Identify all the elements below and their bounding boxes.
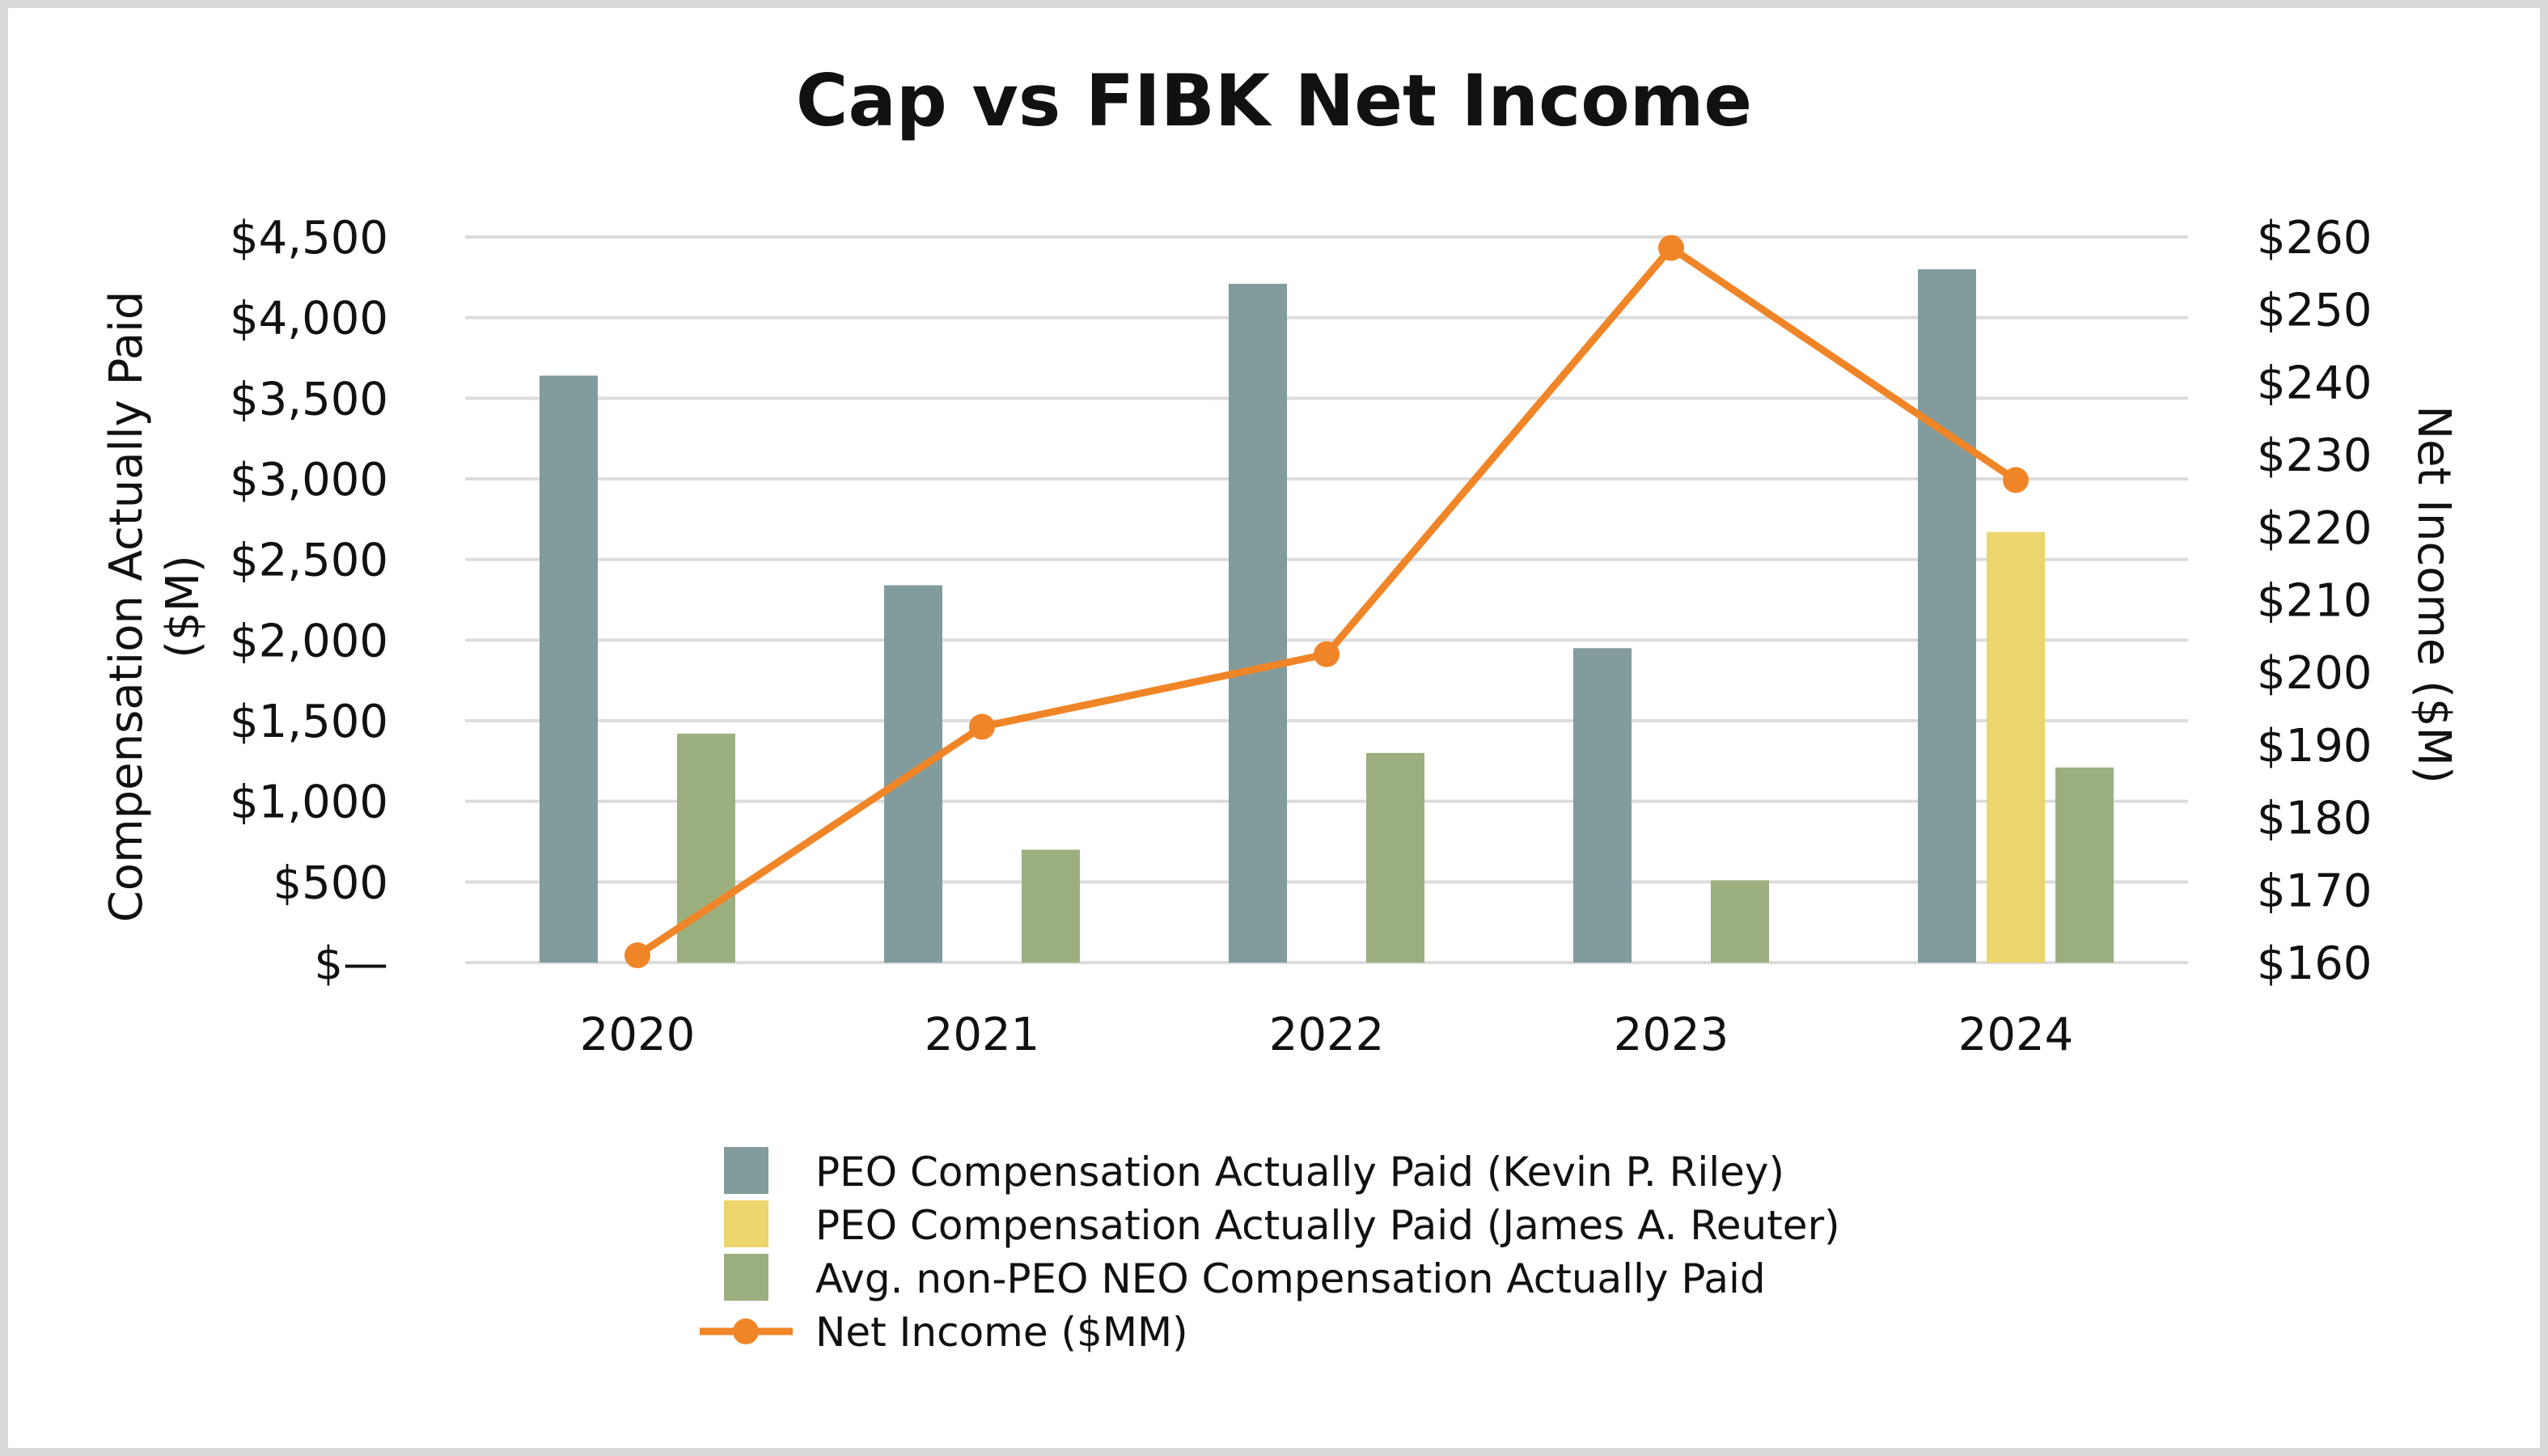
legend-label: Net Income ($MM) <box>815 1309 1188 1356</box>
x-tick-label: 2023 <box>1614 1009 1729 1061</box>
bar-peo-riley-2020 <box>540 375 598 963</box>
bar-non-peo-avg-2021 <box>1022 849 1080 963</box>
legend-label: PEO Compensation Actually Paid (James A.… <box>815 1202 1840 1249</box>
net-income-point-2022 <box>1314 641 1340 667</box>
left-axis-label-line1: Compensation Actually Paid <box>100 291 153 923</box>
left-tick-label: $1,500 <box>230 696 388 748</box>
net-income-point-2021 <box>969 713 995 740</box>
left-tick-label: $1,000 <box>230 777 388 829</box>
right-tick-label: $170 <box>2257 865 2372 917</box>
legend-swatch <box>724 1147 768 1194</box>
bar-non-peo-avg-2024 <box>2055 767 2114 963</box>
bar-peo-riley-2022 <box>1229 283 1287 963</box>
right-tick-label: $210 <box>2257 575 2372 628</box>
x-tick-label: 2021 <box>925 1009 1040 1061</box>
chart-title: Cap vs FIBK Net Income <box>796 59 1752 142</box>
bar-non-peo-avg-2020 <box>677 733 735 963</box>
net-income-line <box>624 235 2029 969</box>
right-tick-label: $220 <box>2257 502 2372 555</box>
right-tick-label: $160 <box>2257 938 2372 990</box>
left-tick-label: $500 <box>273 857 388 909</box>
net-income-polyline <box>635 243 2018 959</box>
left-tick-label: $3,500 <box>230 373 388 425</box>
right-tick-label: $230 <box>2257 430 2372 482</box>
x-axis-ticks: 2020 2021 2022 2023 2024 <box>580 1009 2074 1061</box>
right-tick-label: $250 <box>2257 285 2372 337</box>
bar-non-peo-avg-2023 <box>1711 880 1769 963</box>
x-tick-label: 2022 <box>1269 1009 1385 1061</box>
legend-swatch <box>724 1254 768 1301</box>
x-tick-label: 2020 <box>580 1009 696 1061</box>
legend: PEO Compensation Actually Paid (Kevin P.… <box>700 1147 1840 1356</box>
x-tick-label: 2024 <box>1958 1009 2074 1061</box>
left-axis-label-line2: ($M) <box>157 555 210 658</box>
net-income-point-2020 <box>624 942 650 969</box>
legend-marker <box>733 1318 759 1344</box>
left-axis-ticks: $— $500 $1,000 $1,500 $2,000 $2,500 $3,000 $3,5… <box>230 212 388 990</box>
left-tick-label: $2,500 <box>230 535 388 587</box>
net-income-point-2023 <box>1658 235 1684 261</box>
right-tick-label: $200 <box>2257 647 2372 700</box>
right-axis-label: Net Income ($M) <box>2407 405 2460 784</box>
bar-peo-riley-2023 <box>1573 648 1632 963</box>
bar-non-peo-avg-2022 <box>1366 752 1424 963</box>
left-tick-label: $4,500 <box>230 212 388 265</box>
left-tick-label: $3,000 <box>230 454 388 506</box>
right-tick-label: $240 <box>2257 357 2372 409</box>
bar-peo-riley-2024 <box>1918 269 1976 963</box>
right-axis-ticks: $160 $170 $180 $190 $200 $210 $220 $230 $240 $250… <box>2257 212 2372 990</box>
bars <box>540 269 2114 963</box>
left-tick-label: $4,000 <box>230 293 388 345</box>
right-tick-label: $190 <box>2257 720 2372 772</box>
left-tick-label: $2,000 <box>230 615 388 667</box>
right-tick-label: $260 <box>2257 212 2372 265</box>
legend-swatch <box>724 1200 768 1247</box>
bar-peo-reuter-2024 <box>1987 531 2045 963</box>
legend-label: Avg. non-PEO NEO Compensation Actually P… <box>815 1255 1766 1302</box>
legend-label: PEO Compensation Actually Paid (Kevin P.… <box>815 1149 1784 1196</box>
left-tick-label: $— <box>314 938 388 990</box>
right-tick-label: $180 <box>2257 793 2372 845</box>
net-income-point-2024 <box>2003 467 2029 493</box>
